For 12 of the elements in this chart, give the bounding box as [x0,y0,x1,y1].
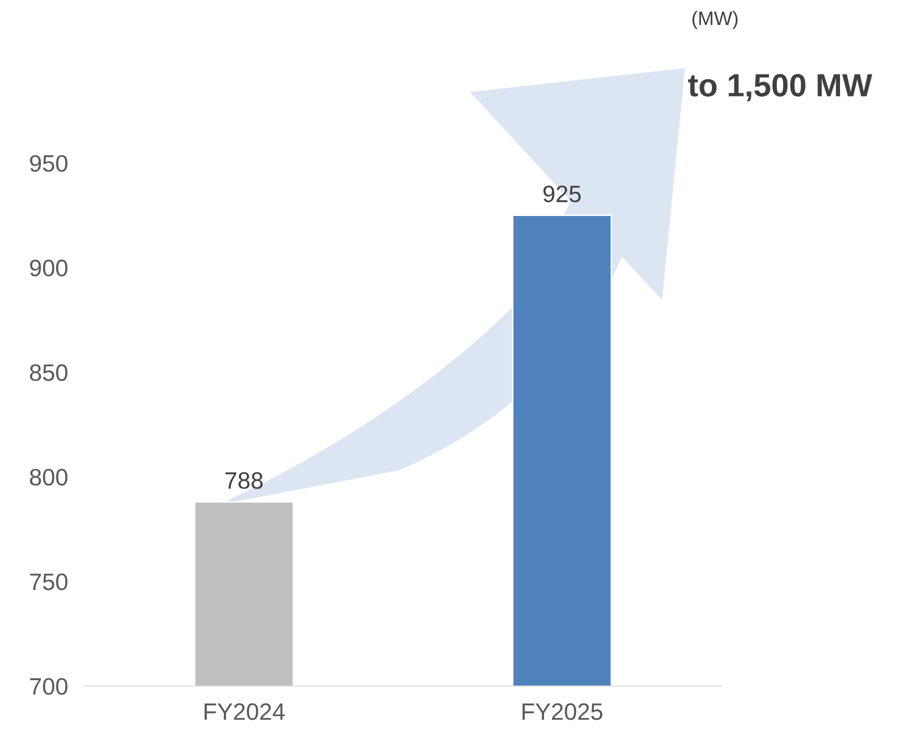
data-label: 925 [543,186,581,202]
y-tick-label: 800 [30,468,68,486]
x-tick-label: FY2025 [522,703,602,720]
y-tick-label: 750 [30,573,68,590]
data-label: 788 [226,472,263,489]
text: (MW) [692,10,738,30]
y-tick-label: 850 [30,364,68,381]
y-tick-label: 700 [30,678,68,695]
y-tick-label: 900 [30,260,68,276]
x-tick-label: FY2024 [204,703,285,720]
text: to 1,500 MW [688,74,872,102]
y-tick-label: 950 [30,155,68,172]
